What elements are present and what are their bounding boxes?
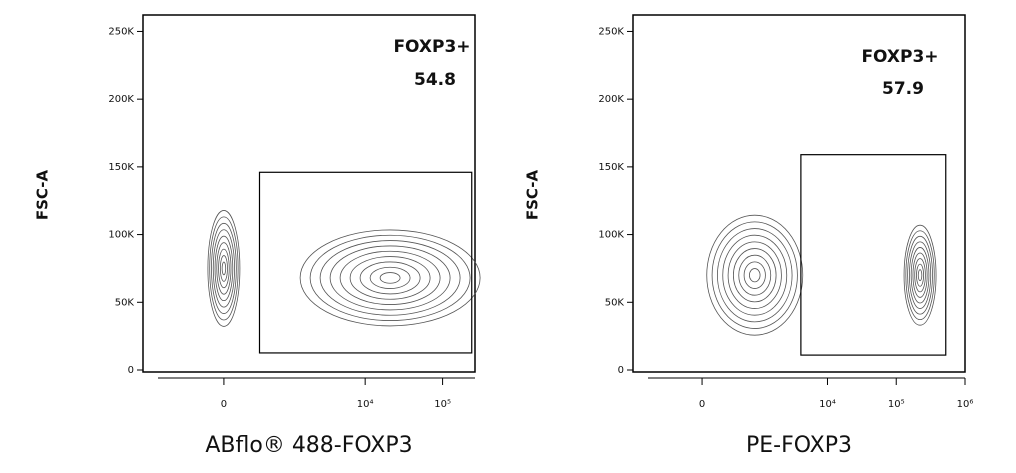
plot-frame xyxy=(632,14,966,373)
y-tick-label: 100K xyxy=(108,230,134,241)
contour-ring xyxy=(339,250,441,305)
gate-name: FOXP3+ xyxy=(393,37,470,57)
y-tick-label: 150K xyxy=(598,162,624,173)
x-tick-label: 10⁵ xyxy=(888,399,905,410)
contour-ring xyxy=(212,229,235,308)
contour-ring xyxy=(706,214,804,336)
contour-ring xyxy=(209,216,239,321)
x-axis-title: PE-FOXP3 xyxy=(746,433,852,458)
x-axis-title: ABflo® 488-FOXP3 xyxy=(205,433,412,458)
contour-ring xyxy=(219,255,228,282)
contour-ring xyxy=(749,268,761,283)
y-tick-label: 0 xyxy=(618,365,624,376)
x-tick-label: 0 xyxy=(221,399,227,410)
y-tick-label: 200K xyxy=(598,94,624,105)
x-tick-label: 10⁵ xyxy=(434,399,451,410)
contour-ring xyxy=(733,248,777,303)
contour-ring xyxy=(743,261,766,289)
contour-ring xyxy=(917,269,923,282)
contour-ring xyxy=(207,210,241,327)
contour-ring xyxy=(711,221,798,329)
gate-name: FOXP3+ xyxy=(861,47,938,67)
plot-frame xyxy=(142,14,476,373)
contour-ring xyxy=(738,254,772,296)
contour-ring xyxy=(309,234,471,321)
contour-ring xyxy=(216,242,232,295)
y-tick-label: 50K xyxy=(605,297,625,308)
x-tick-label: 0 xyxy=(699,399,705,410)
gate-value: 57.9 xyxy=(882,79,924,99)
contour-ring xyxy=(379,272,401,284)
contour-ring xyxy=(727,241,782,309)
contour-ring xyxy=(211,222,237,314)
contour-ring xyxy=(910,247,930,304)
gate xyxy=(800,154,947,356)
contour-ring xyxy=(299,229,481,327)
y-axis-title: FSC-A xyxy=(524,169,542,220)
contour-ring xyxy=(914,258,926,293)
y-tick-label: 100K xyxy=(598,230,624,241)
y-tick-label: 200K xyxy=(108,94,134,105)
contour-ring xyxy=(214,235,234,302)
contour-ring xyxy=(221,261,227,276)
contour-ring xyxy=(907,235,933,315)
y-tick-label: 50K xyxy=(115,297,135,308)
contour-ring xyxy=(722,234,788,316)
x-tick-label: 10⁴ xyxy=(819,399,836,410)
x-tick-label: 10⁴ xyxy=(357,399,374,410)
contour-ring xyxy=(369,266,411,289)
y-tick-label: 250K xyxy=(108,26,134,37)
contour-ring xyxy=(319,240,461,316)
contour-ring xyxy=(359,261,421,295)
contour-ring xyxy=(912,252,928,298)
y-tick-label: 250K xyxy=(598,26,624,37)
gate-value: 54.8 xyxy=(414,70,456,90)
y-axis-title: FSC-A xyxy=(34,169,52,220)
contour-ring xyxy=(916,263,925,287)
contour-ring xyxy=(717,228,793,323)
x-tick-label: 10⁶ xyxy=(957,399,974,410)
contour-ring xyxy=(905,230,935,321)
contour-ring xyxy=(903,224,937,326)
y-tick-label: 150K xyxy=(108,162,134,173)
contour-ring xyxy=(349,256,431,300)
contour-ring xyxy=(908,241,932,309)
contour-ring xyxy=(218,248,230,289)
y-tick-label: 0 xyxy=(128,365,134,376)
contour-ring xyxy=(329,245,451,311)
gate xyxy=(258,171,473,354)
